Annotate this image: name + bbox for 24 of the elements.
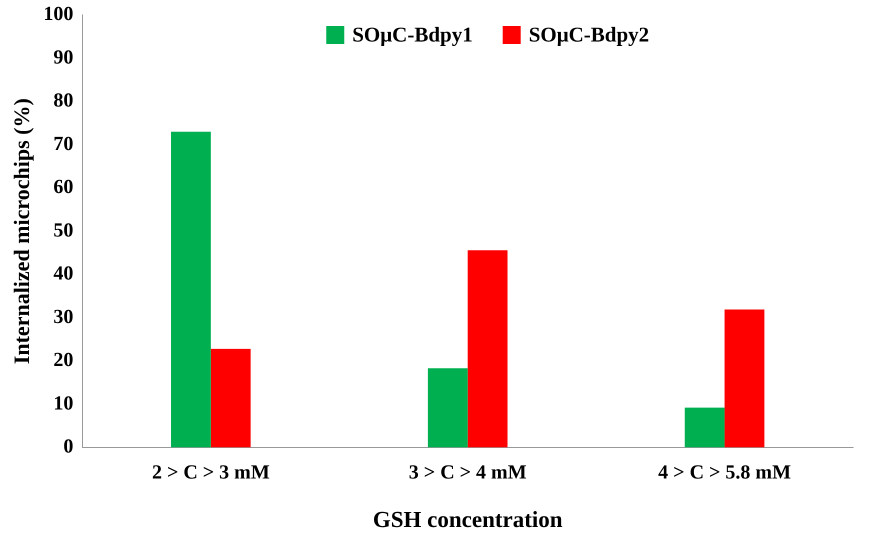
legend-label: SOμC-Bdpy2 bbox=[528, 22, 650, 46]
y-axis-title: Internalized microchips (%) bbox=[8, 98, 34, 364]
y-tick-label: 80 bbox=[53, 90, 74, 112]
x-tick-label: 4 > C > 5.8 mM bbox=[658, 462, 792, 484]
y-tick-label: 60 bbox=[53, 176, 74, 198]
y-tick-label: 90 bbox=[53, 46, 74, 68]
y-tick-label: 30 bbox=[53, 306, 74, 328]
x-tick-label: 2 > C > 3 mM bbox=[152, 462, 270, 484]
y-tick-label: 40 bbox=[53, 262, 74, 285]
bar bbox=[171, 132, 211, 448]
bar bbox=[210, 348, 251, 448]
y-tick-label: 0 bbox=[63, 436, 74, 458]
y-tick-label: 10 bbox=[53, 392, 74, 414]
y-tick-label: 20 bbox=[53, 349, 74, 372]
y-tick-label: 100 bbox=[43, 3, 74, 26]
y-tick-label: 70 bbox=[53, 132, 74, 155]
bar bbox=[428, 368, 468, 448]
bar bbox=[468, 250, 508, 448]
bar bbox=[724, 309, 764, 448]
x-tick-label: 3 > C > 4 mM bbox=[408, 462, 527, 484]
legend-label: SOμC-Bdpy1 bbox=[352, 22, 473, 46]
x-axis-title: GSH concentration bbox=[372, 507, 563, 532]
y-tick-label: 50 bbox=[53, 219, 74, 242]
bar bbox=[684, 408, 725, 448]
